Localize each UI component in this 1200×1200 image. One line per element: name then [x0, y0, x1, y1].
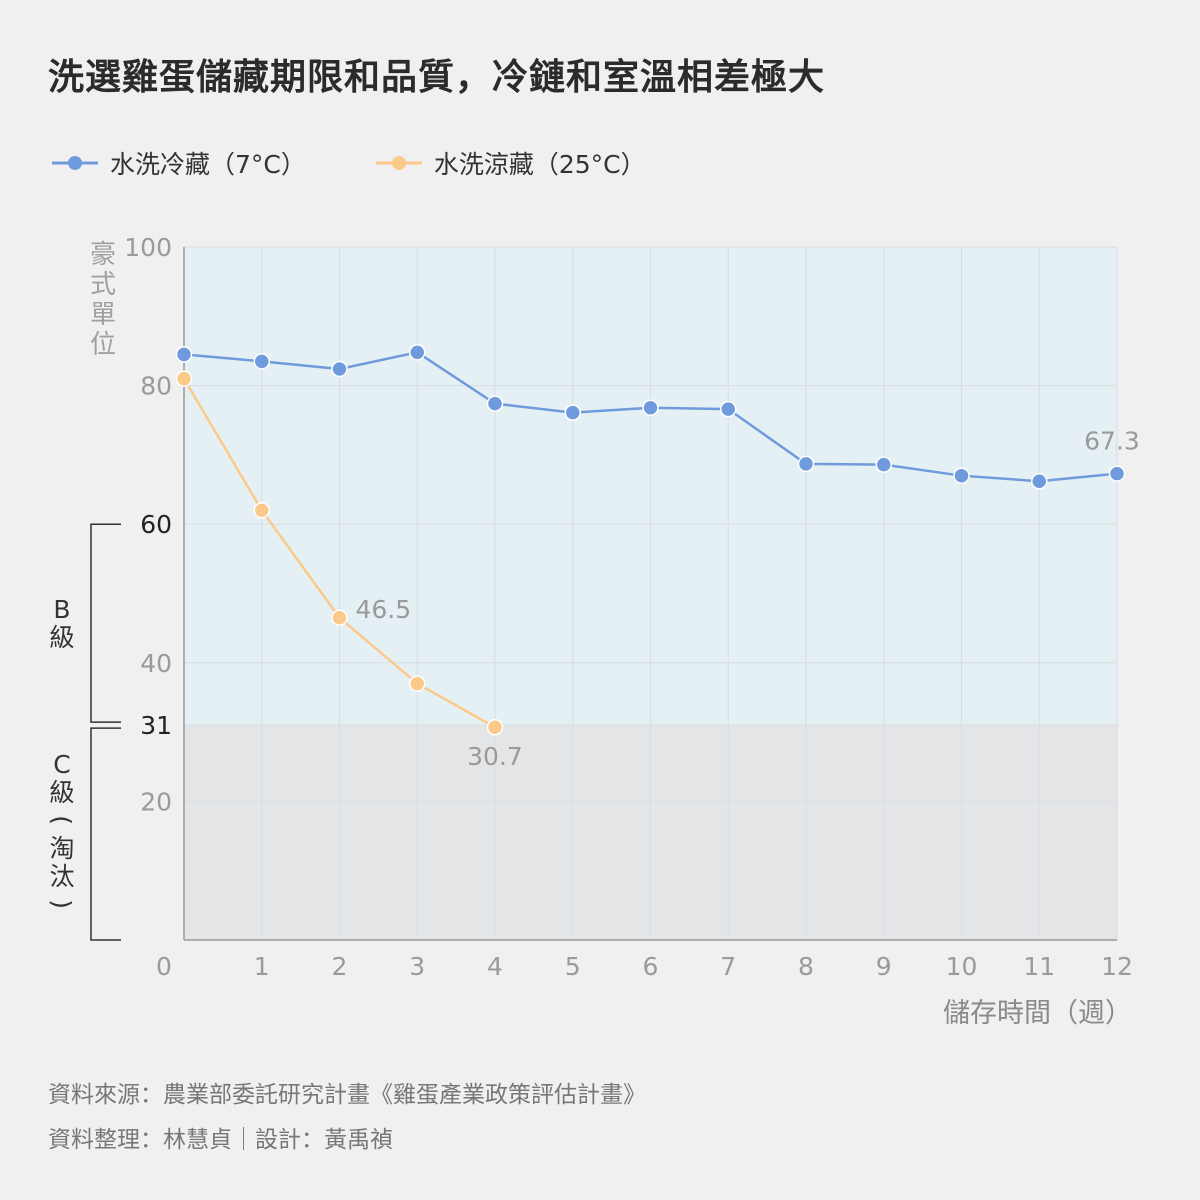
- grade-label-char: ): [47, 899, 76, 909]
- x-tick-label: 7: [720, 952, 736, 981]
- x-tick-label: 8: [798, 952, 814, 981]
- legend-label-room: 水洗涼藏（25°C）: [433, 150, 646, 179]
- x-tick-label: 10: [946, 952, 978, 981]
- data-label: 30.7: [467, 742, 523, 771]
- grade-label-char: C: [53, 750, 70, 779]
- series-point-0: [253, 353, 270, 370]
- x-axis-title: 儲存時間（週）: [943, 998, 1132, 1029]
- series-point-0: [175, 346, 193, 363]
- series-point-0: [642, 399, 659, 417]
- series-point-0: [953, 467, 970, 484]
- grade-label-char: B: [53, 595, 70, 624]
- series-point-0: [409, 344, 426, 361]
- legend-marker-room: [375, 156, 422, 170]
- data-label: 67.3: [1084, 427, 1140, 456]
- grade-label-char: (: [47, 815, 76, 825]
- y-axis-title-char: 豪: [90, 240, 116, 270]
- chart-title: 洗選雞蛋儲藏期限和品質，冷鏈和室溫相差極大: [48, 57, 826, 98]
- series-point-1: [409, 675, 426, 692]
- x-tick-label: 11: [1023, 952, 1055, 981]
- x-tick-label: 4: [487, 952, 503, 981]
- data-label: 46.5: [356, 595, 412, 624]
- legend-item-room: 水洗涼藏（25°C）: [375, 145, 646, 181]
- series-point-0: [720, 400, 737, 418]
- y-tick-label: 31: [140, 711, 172, 740]
- series-point-0: [797, 455, 815, 473]
- grade-bracket: [90, 727, 121, 941]
- series-point-0: [331, 360, 348, 378]
- x-tick-label: 0: [156, 952, 172, 981]
- y-axis-title-char: 位: [90, 330, 116, 360]
- y-tick-label: 60: [140, 510, 172, 539]
- series-point-1: [486, 718, 504, 736]
- x-tick-label: 12: [1101, 952, 1133, 981]
- x-tick-label: 1: [254, 952, 270, 981]
- series-point-0: [486, 395, 504, 412]
- series-point-1: [331, 609, 348, 627]
- x-tick-label: 3: [409, 952, 425, 981]
- x-tick-label: 2: [332, 952, 348, 981]
- legend-marker-cold: [52, 156, 98, 170]
- series-point-1: [175, 370, 193, 387]
- series-point-1: [253, 502, 270, 519]
- source-note: 資料來源：農業部委託研究計畫《雞蛋產業政策評估計畫》: [48, 1082, 646, 1108]
- legend: 水洗冷藏（7°C） 水洗涼藏（25°C）: [52, 145, 646, 181]
- series-point-0: [564, 404, 581, 421]
- y-tick-label: 100: [124, 233, 172, 262]
- grade-label-char: 汰: [49, 862, 74, 891]
- y-tick-label: 20: [140, 787, 172, 816]
- grade-label-char: 級: [49, 623, 74, 652]
- grade-label-char: 級: [49, 778, 74, 807]
- series-point-0: [1108, 465, 1126, 482]
- x-tick-label: 6: [643, 952, 659, 981]
- legend-item-cold: 水洗冷藏（7°C）: [52, 145, 306, 181]
- grade-label-char: 淘: [49, 834, 74, 863]
- legend-label-cold: 水洗冷藏（7°C）: [110, 150, 306, 179]
- credit-note: 資料整理：林慧貞｜設計：黃禹禎: [48, 1127, 393, 1153]
- x-tick-label: 5: [565, 952, 581, 981]
- y-axis-title-char: 式: [90, 270, 116, 300]
- y-tick-label: 80: [140, 372, 172, 401]
- series-point-0: [1031, 472, 1048, 490]
- y-axis-title-char: 單: [90, 300, 116, 330]
- series-point-0: [875, 456, 892, 473]
- grade-bracket: [90, 523, 121, 723]
- x-tick-label: 9: [876, 952, 892, 981]
- y-tick-label: 40: [140, 649, 172, 678]
